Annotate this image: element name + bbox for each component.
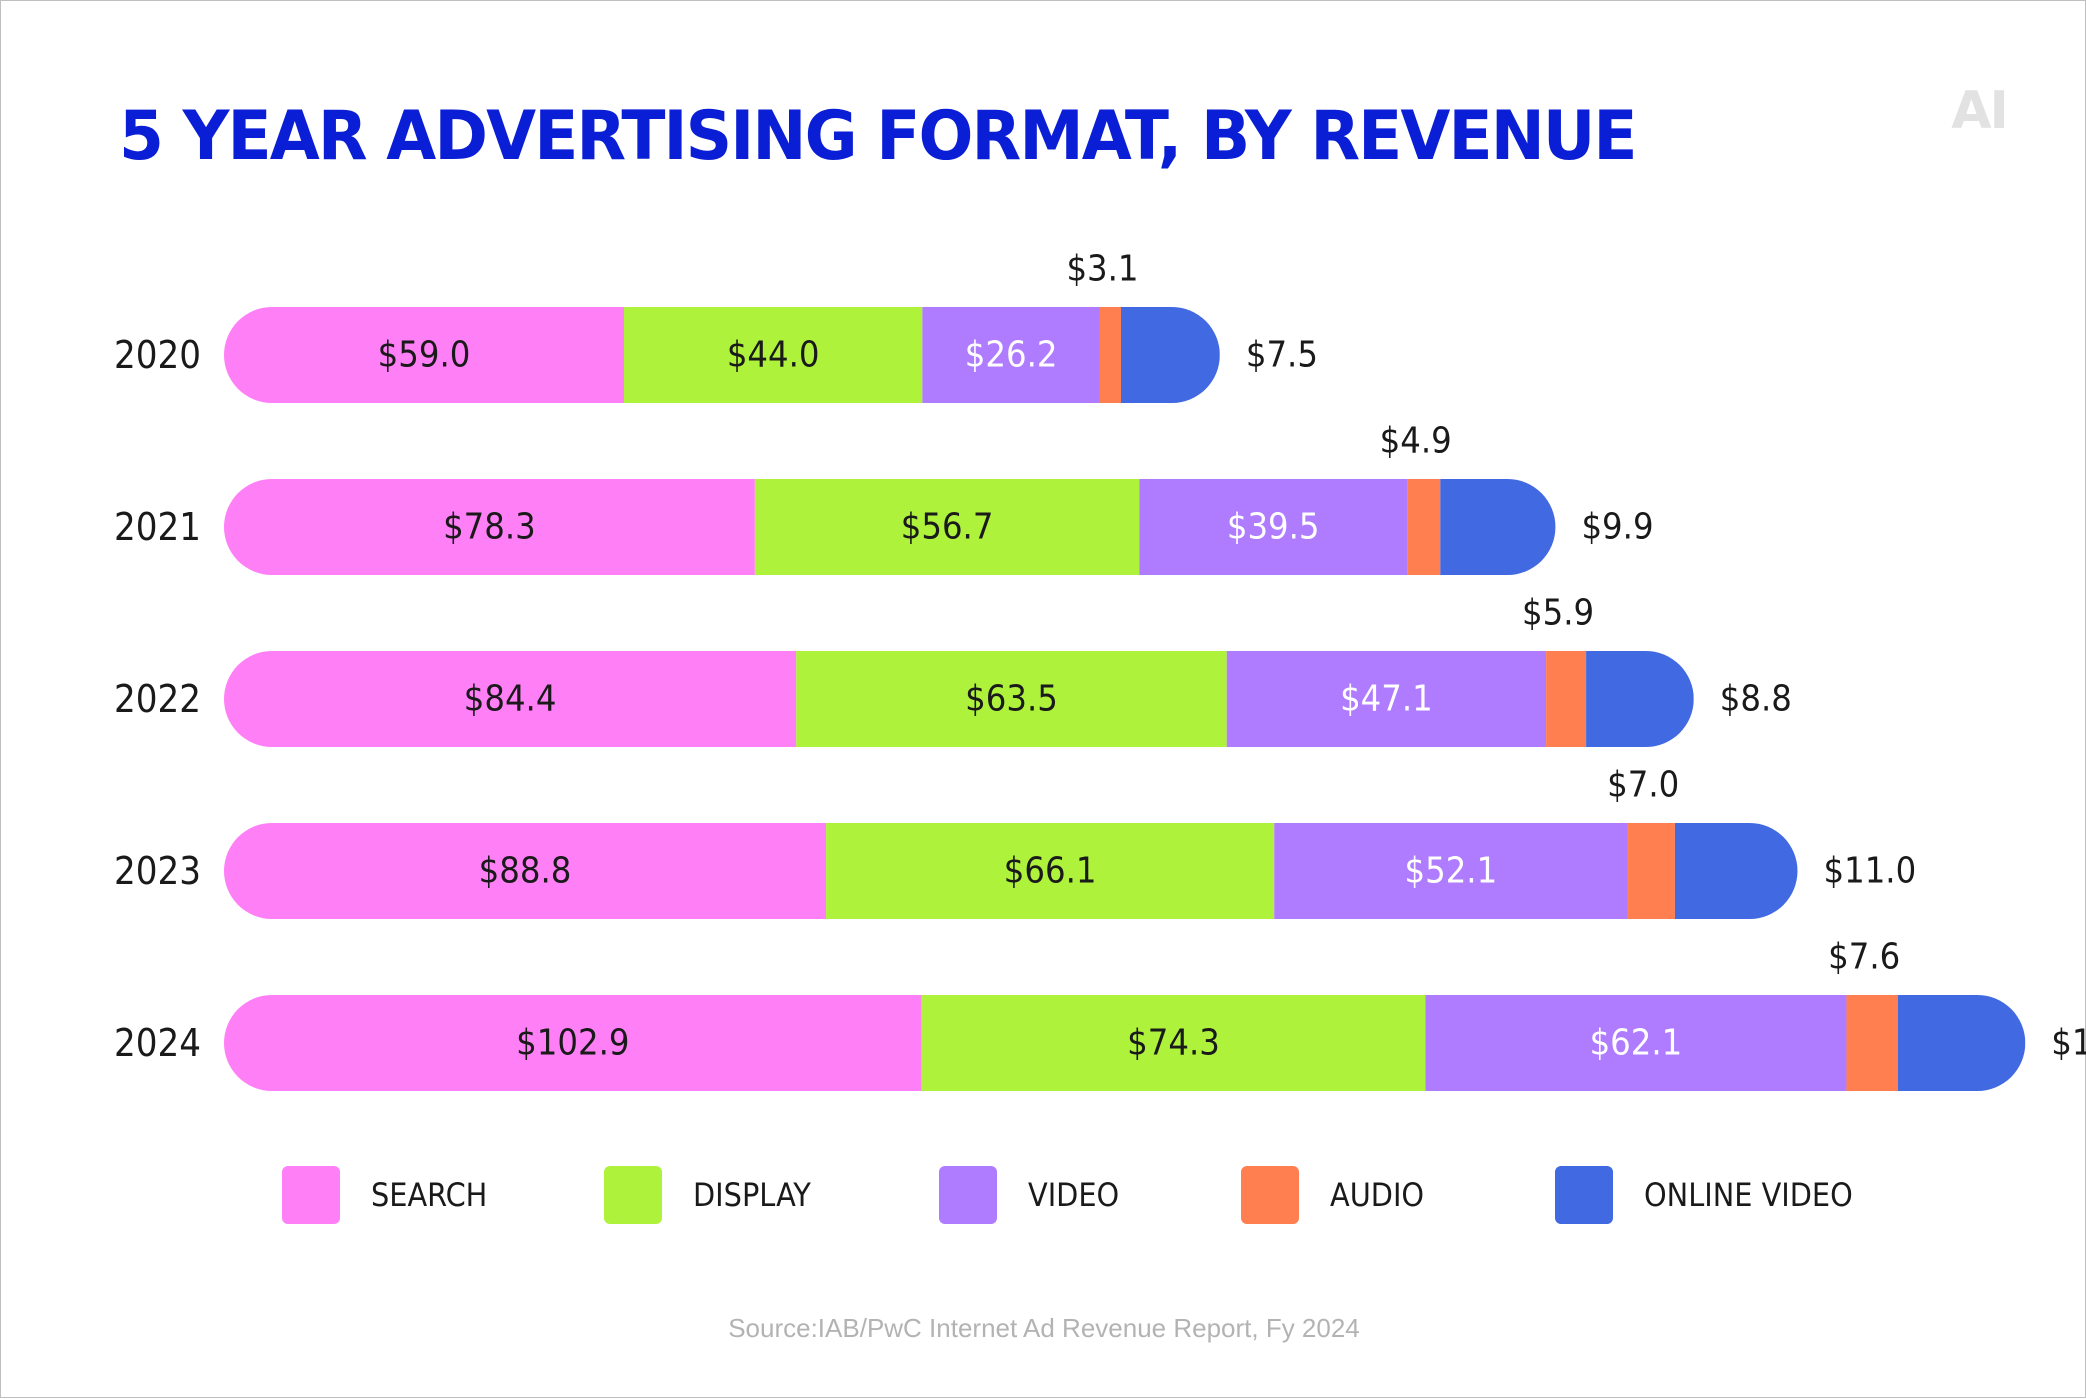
value-label-audio-2021: $4.9 bbox=[1380, 421, 1452, 462]
value-label-search-2024: $102.9 bbox=[516, 1023, 629, 1064]
brand-logo-icon: AI bbox=[1951, 81, 2009, 141]
legend-swatch-video bbox=[939, 1166, 997, 1224]
value-label-search-2023: $88.8 bbox=[479, 851, 572, 892]
year-label-2020: 2020 bbox=[114, 333, 201, 377]
bar-group-2021 bbox=[224, 479, 1556, 575]
bar-search-2023 bbox=[224, 823, 827, 919]
value-label-audio-2024: $7.6 bbox=[1828, 937, 1900, 978]
value-label-display-2022: $63.5 bbox=[965, 679, 1058, 720]
value-label-video-2024: $62.1 bbox=[1590, 1023, 1683, 1064]
year-label-2023: 2023 bbox=[114, 849, 201, 893]
bar-search-2024 bbox=[224, 995, 922, 1091]
bar-display-2021 bbox=[754, 479, 1140, 575]
bar-search-2020 bbox=[224, 307, 625, 403]
bar-video-2020 bbox=[922, 307, 1100, 403]
bar-online-video-2023 bbox=[1674, 823, 1798, 919]
value-label-audio-2022: $5.9 bbox=[1522, 593, 1594, 634]
source-note: Source:IAB/PwC Internet Ad Revenue Repor… bbox=[728, 1313, 1360, 1343]
bar-online-video-2022 bbox=[1586, 651, 1694, 747]
bar-video-2024 bbox=[1425, 995, 1847, 1091]
bar-online-video-2020 bbox=[1120, 307, 1220, 403]
bar-audio-2024 bbox=[1846, 995, 1898, 1091]
value-label-display-2021: $56.7 bbox=[901, 507, 994, 548]
bar-audio-2023 bbox=[1627, 823, 1675, 919]
bar-group-2024 bbox=[224, 995, 2026, 1091]
value-label-search-2022: $84.4 bbox=[464, 679, 557, 720]
bar-audio-2020 bbox=[1099, 307, 1121, 403]
value-label-search-2020: $59.0 bbox=[378, 335, 471, 376]
year-label-2024: 2024 bbox=[114, 1021, 201, 1065]
value-label-video-2022: $47.1 bbox=[1340, 679, 1433, 720]
bar-display-2024 bbox=[921, 995, 1426, 1091]
value-label-online-video-2024: $11.7 bbox=[2051, 1023, 2086, 1064]
bar-search-2022 bbox=[224, 651, 797, 747]
year-label-2021: 2021 bbox=[114, 505, 201, 549]
value-label-online-video-2021: $9.9 bbox=[1581, 507, 1653, 548]
value-label-video-2020: $26.2 bbox=[965, 335, 1058, 376]
legend-label-search: SEARCH bbox=[371, 1176, 487, 1214]
legend-swatch-search bbox=[282, 1166, 340, 1224]
value-label-online-video-2020: $7.5 bbox=[1246, 335, 1318, 376]
value-label-video-2021: $39.5 bbox=[1227, 507, 1320, 548]
bar-display-2022 bbox=[796, 651, 1227, 747]
bar-display-2023 bbox=[826, 823, 1275, 919]
bar-group-2020 bbox=[224, 307, 1220, 403]
value-label-display-2020: $44.0 bbox=[727, 335, 820, 376]
value-label-video-2023: $52.1 bbox=[1404, 851, 1497, 892]
bar-video-2022 bbox=[1226, 651, 1547, 747]
bar-online-video-2021 bbox=[1440, 479, 1556, 575]
bar-audio-2022 bbox=[1546, 651, 1587, 747]
legend-label-audio: AUDIO bbox=[1330, 1176, 1424, 1214]
value-label-online-video-2023: $11.0 bbox=[1824, 851, 1917, 892]
legend-swatch-display bbox=[604, 1166, 662, 1224]
year-label-2022: 2022 bbox=[114, 677, 201, 721]
value-label-audio-2023: $7.0 bbox=[1607, 765, 1679, 806]
value-label-online-video-2022: $8.8 bbox=[1720, 679, 1792, 720]
value-label-display-2023: $66.1 bbox=[1004, 851, 1097, 892]
bar-video-2023 bbox=[1274, 823, 1628, 919]
bar-group-2023 bbox=[224, 823, 1798, 919]
legend-swatch-online-video bbox=[1555, 1166, 1613, 1224]
legend-label-display: DISPLAY bbox=[693, 1176, 811, 1214]
value-label-search-2021: $78.3 bbox=[443, 507, 536, 548]
value-label-audio-2020: $3.1 bbox=[1066, 249, 1138, 290]
bar-group-2022 bbox=[224, 651, 1694, 747]
value-label-display-2024: $74.3 bbox=[1127, 1023, 1220, 1064]
bar-video-2021 bbox=[1139, 479, 1408, 575]
bar-search-2021 bbox=[224, 479, 755, 575]
bar-display-2020 bbox=[624, 307, 923, 403]
chart-title: 5 YEAR ADVERTISING FORMAT, BY REVENUE bbox=[119, 97, 1638, 176]
bar-online-video-2024 bbox=[1897, 995, 2026, 1091]
legend-label-online-video: ONLINE VIDEO bbox=[1644, 1176, 1853, 1214]
legend-label-video: VIDEO bbox=[1028, 1176, 1119, 1214]
bar-audio-2021 bbox=[1407, 479, 1441, 575]
legend-swatch-audio bbox=[1241, 1166, 1299, 1224]
